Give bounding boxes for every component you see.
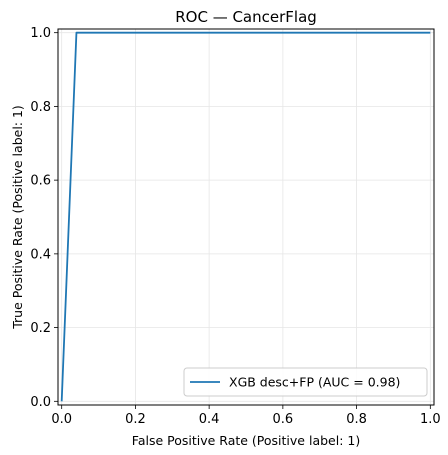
x-tick-label: 0.4 (199, 412, 220, 427)
legend: XGB desc+FP (AUC = 0.98) (183, 367, 428, 397)
y-axis-label: True Positive Rate (Positive label: 1) (10, 105, 25, 330)
y-tick-label: 0.0 (30, 395, 51, 410)
y-axis-ticks: 0.0 0.2 0.4 0.6 0.8 1.0 (30, 26, 58, 410)
y-tick-label: 0.4 (30, 247, 51, 262)
roc-curve-line-0 (60, 31, 431, 402)
x-tick-label: 0.8 (346, 412, 367, 427)
y-tick-label: 0.2 (30, 321, 51, 336)
x-axis-label: False Positive Rate (Positive label: 1) (132, 433, 360, 448)
x-tick-label: 1.0 (420, 412, 441, 427)
plot-series (60, 31, 431, 402)
x-axis-ticks: 0.0 0.2 0.4 0.6 0.8 1.0 (51, 405, 441, 427)
chart-title: ROC — CancerFlag (175, 8, 317, 26)
legend-box (183, 367, 428, 397)
y-tick-label: 0.6 (30, 174, 51, 189)
grid (58, 29, 434, 405)
x-tick-label: 0.6 (273, 412, 294, 427)
y-tick-label: 0.8 (30, 100, 51, 115)
x-tick-label: 0.2 (125, 412, 146, 427)
x-tick-label: 0.0 (51, 412, 72, 427)
legend-label-xgb: XGB desc+FP (AUC = 0.98) (229, 375, 400, 390)
plot-frame (57, 28, 435, 406)
y-tick-label: 1.0 (30, 26, 51, 41)
